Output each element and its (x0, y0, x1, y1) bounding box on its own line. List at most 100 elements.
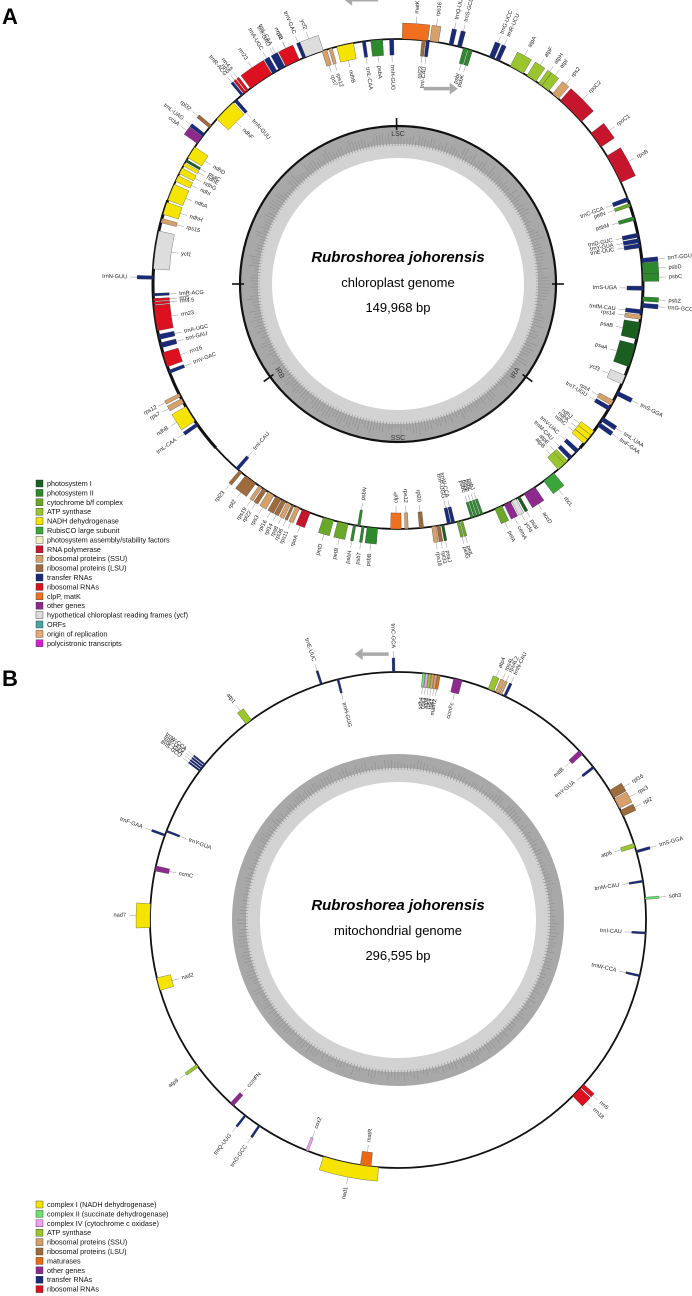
mt-gene-label: rps4 (426, 698, 433, 710)
cp-gene-leader (558, 489, 564, 496)
legend-b-swatch (35, 1275, 44, 1284)
cp-gene-label: rpl16 (258, 519, 269, 533)
cp-gc-bar (303, 390, 311, 399)
cp-gene-label: psaA (594, 342, 608, 352)
mt-gc-bar (260, 836, 270, 843)
cp-gene-leader (617, 313, 625, 316)
mt-gene-block (450, 678, 463, 695)
mt-gc-bar (534, 856, 540, 860)
cp-gc-bar (372, 420, 376, 431)
cp-gc-bar (273, 355, 281, 360)
cp-gc-bar (456, 408, 460, 416)
cp-gc-bar (256, 253, 264, 256)
cp-gc-bar (256, 244, 266, 248)
cp-gc-bar (277, 192, 289, 201)
cp-gene-leader (447, 500, 450, 508)
mt-gc-bar (293, 1031, 298, 1036)
cp-gene-block (321, 49, 332, 67)
cp-gc-bar (256, 320, 266, 324)
cp-gene-leader (465, 536, 468, 543)
legend-a-label: transfer RNAs (47, 573, 93, 582)
cp-gene-leader (282, 42, 286, 49)
mt-gc-bar (537, 862, 543, 866)
cp-gc-bar (453, 409, 458, 417)
mt-gene-label: atp6 (600, 850, 612, 859)
cp-gc-bar (351, 415, 356, 425)
cp-gc-bar (466, 156, 473, 165)
mt-gc-bar (545, 890, 553, 893)
cp-gc-bar (260, 342, 274, 350)
cp-gene-leader (463, 65, 466, 72)
cp-gc-bar (315, 398, 322, 409)
cp-gene-leader (258, 507, 263, 514)
cp-gene-block (175, 175, 193, 189)
mt-gc-bar (244, 957, 253, 960)
cp-gene-block (543, 472, 565, 495)
mt-gene-leader (424, 687, 426, 695)
mt-gc-bar (284, 813, 289, 818)
cp-gc-bar (271, 357, 282, 365)
cp-gene-leader (350, 540, 352, 548)
mt-gene-label: trnS-GGA (659, 836, 685, 849)
cp-gc-bar (512, 360, 520, 366)
cp-gene-leader (470, 493, 474, 501)
mt-gene-leader (622, 883, 630, 885)
cp-gene-block (504, 501, 518, 520)
mt-gc-bar (241, 953, 253, 957)
cp-gc-bar (494, 382, 499, 388)
cp-gene-leader (560, 435, 566, 441)
cp-gene-label: petL (465, 545, 474, 557)
cp-gene-label: trnS-GCU (463, 0, 475, 23)
cp-gc-bar (267, 350, 278, 356)
cp-gene-label: rpl20 (414, 489, 421, 502)
cp-gene-block (236, 77, 249, 92)
mt-gene-leader (634, 804, 641, 808)
cp-gene-block (162, 347, 183, 367)
cp-gene-label: rps12 (143, 405, 158, 417)
mt-gene-block (435, 675, 441, 690)
mt-gene-block (305, 1137, 314, 1152)
cp-gene-block (617, 216, 635, 225)
cp-gc-bar (514, 357, 527, 366)
cp-gc-bar (324, 150, 332, 164)
cp-gene-block (600, 417, 618, 431)
cp-gc-bar (271, 210, 279, 216)
legend-a-swatch (35, 620, 44, 629)
mt-gc-bar (546, 941, 557, 944)
legend-b-swatch (35, 1200, 44, 1209)
mt-gc-bar (361, 764, 365, 775)
cp-gc-bar (453, 151, 458, 159)
cp-gc-bar (420, 420, 423, 429)
cp-gene-label: petA (506, 530, 516, 543)
cp-gene-label: ycf2 (299, 19, 308, 31)
cp-gene-block (389, 38, 395, 56)
mt-gc-bar (241, 906, 249, 908)
cp-gc-bar (445, 413, 449, 420)
cp-gene-leader (194, 178, 202, 182)
cp-gene-label: rrn16 (189, 345, 203, 355)
cp-gc-bar (265, 221, 274, 226)
mt-gc-bar (328, 773, 335, 785)
mt-gene-label: rps1 (428, 698, 436, 710)
mt-gc-bar (242, 903, 249, 905)
mt-gc-bar (498, 1031, 504, 1038)
mt-gene-block (250, 1124, 261, 1139)
cp-gc-bar (469, 401, 473, 408)
mt-gene-block (423, 673, 429, 688)
cp-gene-block (626, 285, 644, 291)
cp-gc-bar (292, 382, 302, 392)
cp-gene-block (571, 429, 588, 444)
cp-gene-leader (247, 499, 252, 506)
cp-gc-bar (529, 326, 535, 329)
cp-gc-bar (335, 151, 340, 160)
mt-gene-leader (180, 1073, 187, 1079)
cp-gene-block (641, 303, 659, 310)
cp-gene-label: ndhE (205, 175, 220, 187)
cp-gc-bar (523, 224, 531, 229)
cp-gene-block (436, 525, 444, 542)
mt-gc-bar (344, 767, 349, 779)
cp-gene-block (541, 72, 559, 92)
cp-gene-block (253, 488, 267, 505)
cp-gc-bar (282, 192, 291, 199)
